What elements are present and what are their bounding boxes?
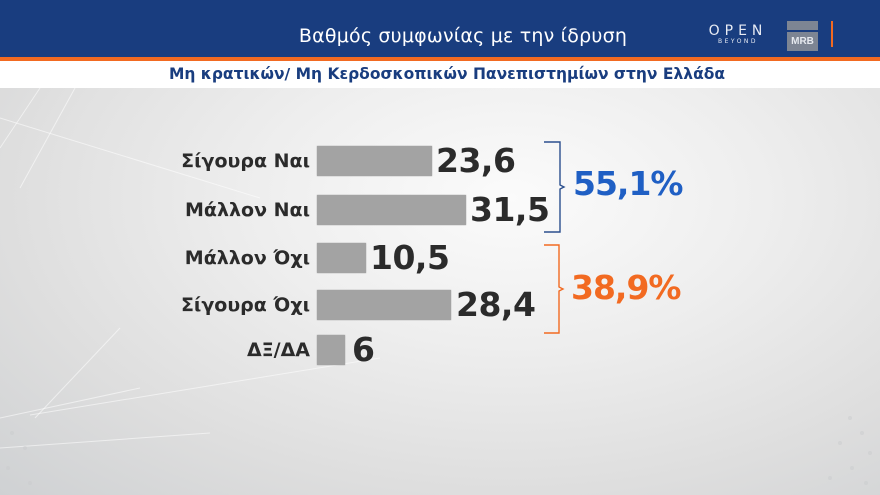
- open-beyond-logo: OPEN BEYOND: [708, 24, 768, 46]
- bar-value: 23,6: [436, 141, 516, 180]
- group-total-no: 38,9%: [571, 268, 681, 307]
- bar-value: 31,5: [470, 190, 550, 229]
- chart-subtitle: Μη κρατικών/ Μη Κερδοσκοπικών Πανεπιστημ…: [0, 65, 880, 83]
- bar: [317, 290, 451, 320]
- bar-label: Σίγουρα Ναι: [181, 150, 310, 172]
- subtitle-text: Μη κρατικών/ Μη Κερδοσκοπικών Πανεπιστημ…: [168, 65, 726, 83]
- bar-row: Μάλλον Ναι 31,5: [0, 190, 880, 229]
- bar-value: 6: [352, 330, 375, 369]
- logo-open-text: OPEN: [708, 23, 768, 39]
- title-text: Βαθμός συμφωνίας με την ίδρυση: [298, 25, 628, 47]
- bar-value: 10,5: [370, 238, 450, 277]
- header-bar: [0, 0, 880, 57]
- chart-title: Βαθμός συμφωνίας με την ίδρυση: [0, 25, 880, 47]
- header-accent-line: [0, 57, 880, 61]
- bar-value: 28,4: [456, 285, 536, 324]
- bar: [317, 195, 466, 225]
- mrb-logo-top: [787, 21, 818, 30]
- bar-row: Σίγουρα Ναι 23,6: [0, 141, 880, 180]
- bar: [317, 243, 366, 273]
- mrb-logo-text: MRB: [787, 32, 818, 51]
- bar-label: Σίγουρα Όχι: [180, 294, 310, 316]
- group-total-yes: 55,1%: [573, 164, 683, 203]
- bracket-yes: [544, 141, 566, 233]
- subtitle-bar: [0, 61, 880, 88]
- logo-separator: [831, 21, 833, 47]
- bar-row: Σίγουρα Όχι 28,4: [0, 285, 880, 324]
- logo-open-subtext: BEYOND: [717, 38, 759, 45]
- bar-label: Μάλλον Ναι: [185, 199, 310, 221]
- bar-label: ΔΞ/ΔΑ: [246, 339, 310, 361]
- bar-label: Μάλλον Όχι: [184, 247, 310, 269]
- bar-row: Μάλλον Όχι 10,5: [0, 238, 880, 277]
- mrb-logo: MRB: [787, 21, 818, 51]
- bar: [317, 146, 432, 176]
- bar-row: ΔΞ/ΔΑ 6: [0, 330, 880, 369]
- bracket-no: [544, 244, 565, 334]
- bar: [317, 335, 345, 365]
